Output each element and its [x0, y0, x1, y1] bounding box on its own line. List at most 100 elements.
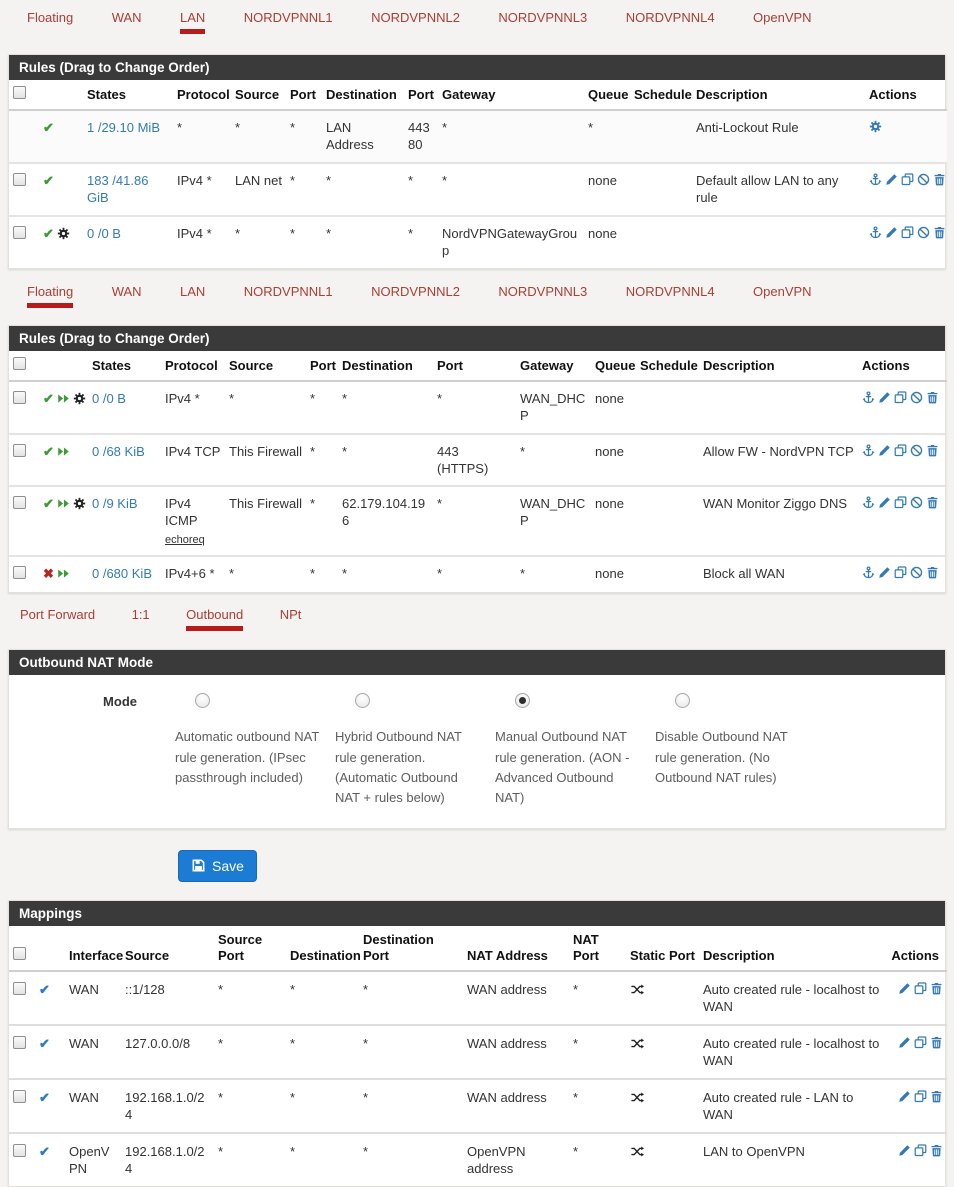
copy-rule-button[interactable] — [901, 226, 914, 239]
states-link[interactable]: 0 /0 B — [92, 390, 126, 406]
states-link[interactable]: 0 /68 KiB — [92, 443, 145, 459]
row-checkbox[interactable] — [13, 566, 26, 580]
rule-pass-icon[interactable]: ✔ — [43, 225, 54, 241]
row-checkbox[interactable] — [13, 225, 26, 239]
delete-mapping-button[interactable] — [930, 1144, 943, 1157]
row-checkbox[interactable] — [13, 390, 26, 404]
tab-nat-npt[interactable]: NPt — [279, 607, 302, 623]
move-anchor-button[interactable] — [862, 496, 875, 509]
move-anchor-button[interactable] — [869, 226, 882, 239]
radio-manual-outbound-nat[interactable] — [515, 693, 530, 709]
rule-settings-button[interactable] — [869, 120, 882, 133]
edit-rule-button[interactable] — [878, 496, 891, 509]
delete-rule-button[interactable] — [926, 444, 939, 457]
tab-top-wan[interactable]: WAN — [111, 10, 142, 25]
row-checkbox[interactable] — [13, 1036, 26, 1050]
copy-rule-button[interactable] — [894, 496, 907, 509]
tab-nat-outbound[interactable]: Outbound — [186, 607, 244, 635]
edit-rule-button[interactable] — [878, 444, 891, 457]
tab-mid-wan[interactable]: WAN — [111, 283, 142, 299]
radio-automatic-outbound-nat[interactable] — [195, 693, 210, 709]
edit-mapping-button[interactable] — [898, 1090, 911, 1103]
disable-rule-button[interactable] — [917, 173, 930, 186]
row-checkbox[interactable] — [13, 1143, 26, 1157]
rule-pass-icon[interactable]: ✔ — [43, 496, 54, 512]
edit-rule-button[interactable] — [878, 566, 891, 579]
edit-rule-button[interactable] — [878, 391, 891, 404]
tab-top-openvpn[interactable]: OpenVPN — [753, 10, 812, 25]
row-checkbox[interactable] — [13, 443, 26, 457]
select-all-checkbox[interactable] — [13, 86, 26, 99]
edit-mapping-button[interactable] — [898, 1036, 911, 1049]
states-link[interactable]: 0 /9 KiB — [92, 496, 138, 512]
delete-rule-button[interactable] — [933, 173, 946, 186]
tab-mid-nordvpnnl3[interactable]: NORDVPNNL3 — [498, 283, 588, 299]
copy-rule-button[interactable] — [894, 391, 907, 404]
move-anchor-button[interactable] — [862, 444, 875, 457]
delete-mapping-button[interactable] — [930, 982, 943, 996]
row-checkbox[interactable] — [13, 496, 26, 510]
row-checkbox[interactable] — [13, 173, 26, 187]
row-checkbox[interactable] — [13, 1090, 26, 1103]
tab-mid-lan[interactable]: LAN — [180, 283, 206, 299]
states-link[interactable]: 0 /680 KiB — [92, 566, 152, 582]
rule-pass-icon[interactable]: ✔ — [43, 120, 54, 136]
mapping-enabled-icon[interactable]: ✔ — [39, 982, 50, 998]
radio-hybrid-outbound-nat[interactable] — [355, 693, 370, 709]
tab-top-lan[interactable]: LAN — [180, 10, 206, 38]
radio-disable-outbound-nat[interactable] — [675, 693, 690, 709]
tab-top-floating[interactable]: Floating — [27, 10, 74, 25]
tab-top-nordvpnnl4[interactable]: NORDVPNNL4 — [625, 10, 715, 25]
copy-mapping-button[interactable] — [914, 1036, 927, 1049]
delete-rule-button[interactable] — [933, 226, 946, 239]
copy-rule-button[interactable] — [894, 443, 907, 457]
states-link[interactable]: 183 /41.86 GiB — [87, 173, 149, 205]
copy-mapping-button[interactable] — [914, 982, 927, 995]
tab-nat-1to1[interactable]: 1:1 — [131, 607, 150, 623]
move-anchor-button[interactable] — [862, 391, 875, 404]
states-link[interactable]: 0 /0 B — [87, 225, 121, 241]
tab-mid-nordvpnnl1[interactable]: NORDVPNNL1 — [243, 283, 333, 299]
disable-rule-button[interactable] — [910, 444, 923, 457]
delete-rule-button[interactable] — [926, 391, 939, 404]
mapping-enabled-icon[interactable]: ✔ — [39, 1143, 50, 1159]
disable-rule-button[interactable] — [910, 566, 923, 579]
save-button[interactable]: Save — [178, 849, 257, 882]
rule-pass-icon[interactable]: ✔ — [43, 173, 54, 189]
move-anchor-button[interactable] — [869, 173, 882, 186]
tab-mid-nordvpnnl4[interactable]: NORDVPNNL4 — [625, 283, 715, 299]
disable-rule-button[interactable] — [910, 496, 923, 509]
rule-pass-icon[interactable]: ✔ — [43, 443, 54, 459]
copy-mapping-button[interactable] — [914, 1144, 927, 1157]
rule-block-icon[interactable]: ✖ — [43, 566, 54, 582]
move-anchor-button[interactable] — [862, 566, 875, 579]
tab-top-nordvpnnl2[interactable]: NORDVPNNL2 — [371, 10, 460, 25]
edit-mapping-button[interactable] — [898, 982, 911, 995]
edit-mapping-button[interactable] — [898, 1144, 911, 1157]
delete-mapping-button[interactable] — [930, 1090, 943, 1103]
tab-mid-nordvpnnl2[interactable]: NORDVPNNL2 — [371, 283, 460, 299]
tab-mid-openvpn[interactable]: OpenVPN — [753, 283, 812, 299]
delete-rule-button[interactable] — [926, 566, 939, 580]
select-all-checkbox[interactable] — [13, 947, 26, 961]
tab-nat-port-forward[interactable]: Port Forward — [20, 607, 96, 623]
disable-rule-button[interactable] — [910, 391, 923, 404]
edit-rule-button[interactable] — [885, 173, 898, 186]
tab-mid-floating[interactable]: Floating — [27, 284, 74, 312]
copy-rule-button[interactable] — [901, 173, 914, 186]
row-checkbox[interactable] — [13, 982, 26, 996]
copy-rule-button[interactable] — [894, 566, 907, 579]
select-all-checkbox[interactable] — [13, 356, 26, 370]
delete-rule-button[interactable] — [926, 496, 939, 510]
mapping-enabled-icon[interactable]: ✔ — [39, 1090, 50, 1105]
states-link[interactable]: 1 /29.10 MiB — [87, 120, 160, 136]
copy-mapping-button[interactable] — [914, 1090, 927, 1103]
tab-top-nordvpnnl3[interactable]: NORDVPNNL3 — [498, 10, 588, 25]
disable-rule-button[interactable] — [917, 226, 930, 239]
edit-rule-button[interactable] — [885, 226, 898, 239]
static-port-random-icon — [630, 982, 645, 997]
mapping-enabled-icon[interactable]: ✔ — [39, 1036, 50, 1052]
tab-top-nordvpnnl1[interactable]: NORDVPNNL1 — [243, 10, 333, 25]
delete-mapping-button[interactable] — [930, 1036, 943, 1050]
rule-pass-icon[interactable]: ✔ — [43, 390, 54, 406]
